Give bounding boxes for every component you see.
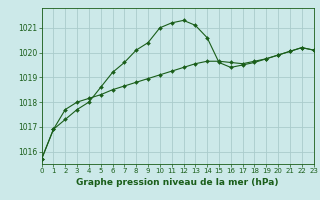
X-axis label: Graphe pression niveau de la mer (hPa): Graphe pression niveau de la mer (hPa)	[76, 178, 279, 187]
